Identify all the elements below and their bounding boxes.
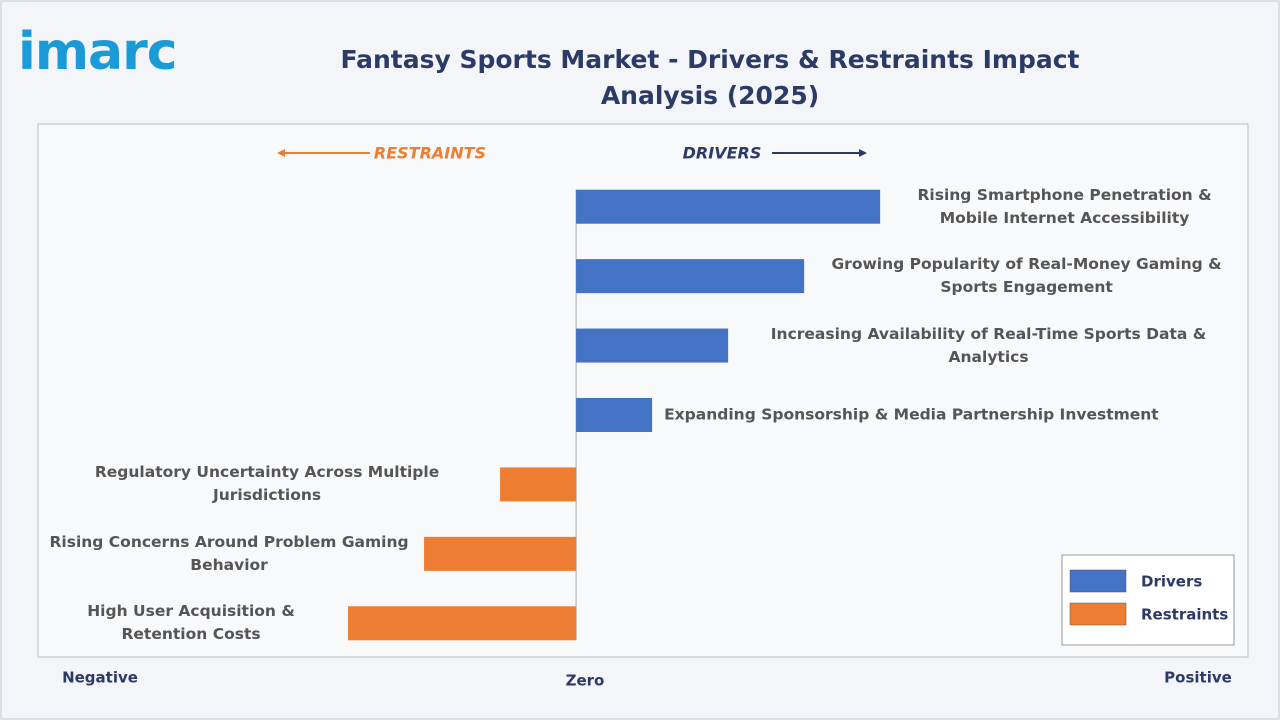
bar-label: Growing Popularity of Real-Money Gaming … (831, 255, 1222, 297)
bar (424, 536, 577, 571)
legend-swatch (1069, 569, 1127, 593)
zero-label: Zero (566, 672, 605, 690)
bar (500, 467, 577, 502)
positive-label: Positive (1164, 669, 1232, 687)
negative-label: Negative (62, 669, 138, 687)
bar-label: Regulatory Uncertainty Across Multiple J… (94, 463, 440, 505)
bar-label: High User Acquisition & Retention Costs (87, 602, 295, 644)
restraints-annotation: RESTRAINTS (374, 144, 486, 163)
drivers-arrowhead (859, 149, 867, 157)
logo: imarc (18, 22, 178, 82)
restraints-arrowhead (277, 149, 285, 157)
bar (576, 259, 805, 294)
bar-label: Rising Smartphone Penetration & Mobile I… (917, 185, 1212, 227)
bar (348, 606, 577, 641)
drivers-annotation: DRIVERS (683, 144, 762, 163)
bar-label: Increasing Availability of Real-Time Spo… (770, 324, 1207, 366)
bar-label: Expanding Sponsorship & Media Partnershi… (664, 405, 1159, 424)
bar (576, 398, 653, 432)
legend-box (1061, 554, 1235, 646)
bar (576, 189, 881, 224)
legend-label: Restraints (1141, 606, 1228, 624)
chart-title: Fantasy Sports Market - Drivers & Restra… (340, 45, 1080, 110)
legend-label: Drivers (1141, 573, 1202, 591)
bar (576, 328, 729, 363)
legend-swatch (1069, 602, 1127, 626)
bar-label: Rising Concerns Around Problem Gaming Be… (49, 532, 409, 574)
